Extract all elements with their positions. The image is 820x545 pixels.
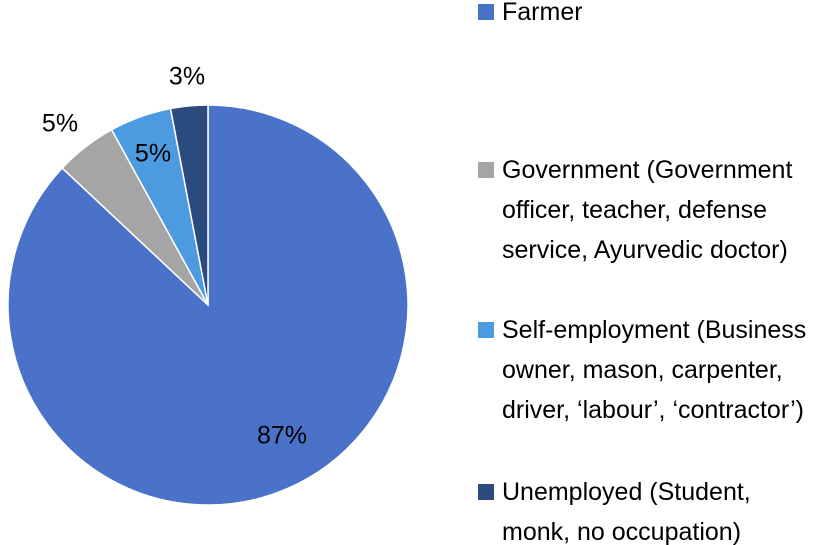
legend-label: Unemployed (Student, monk, no occupation…	[502, 478, 751, 545]
data-label: 87%	[257, 422, 307, 450]
legend-label: Government (Government officer, teacher,…	[502, 156, 793, 264]
legend-label: Farmer	[502, 0, 583, 26]
legend-item: Government (Government officer, teacher,…	[478, 150, 818, 270]
pie-slice	[7, 104, 409, 506]
legend-swatch	[478, 162, 494, 178]
legend-swatch	[478, 484, 494, 500]
data-label: 5%	[135, 140, 171, 168]
pie-slice	[169, 104, 209, 306]
legend-swatch	[478, 322, 494, 338]
legend-label: Self-employment (Business owner, mason, …	[502, 316, 807, 424]
legend-swatch	[478, 4, 494, 20]
legend-item: Self-employment (Business owner, mason, …	[478, 310, 818, 430]
data-label: 5%	[42, 110, 78, 138]
data-label: 3%	[169, 63, 205, 91]
legend-item: Farmer	[478, 0, 818, 32]
legend-item: Unemployed (Student, monk, no occupation…	[478, 472, 818, 545]
